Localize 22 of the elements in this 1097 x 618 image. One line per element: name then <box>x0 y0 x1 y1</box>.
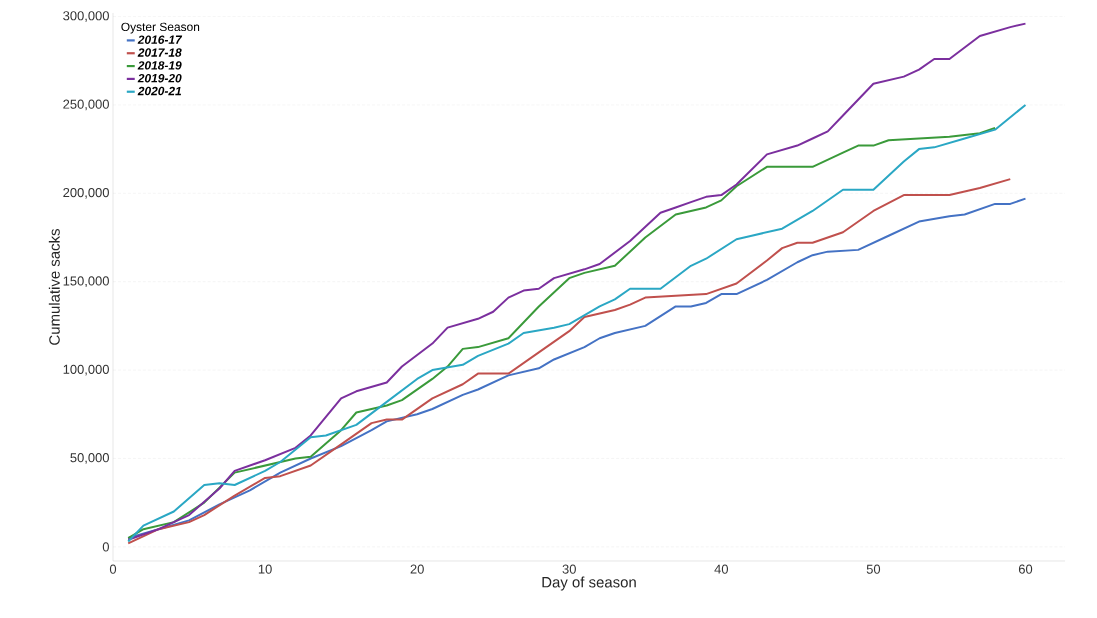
y-tick-label: 100,000 <box>63 364 109 376</box>
legend-label: 2018-19 <box>137 61 182 70</box>
x-tick-label: 20 <box>410 564 424 574</box>
y-tick-label: 200,000 <box>63 187 109 199</box>
legend-title: Oyster Season <box>121 22 200 34</box>
y-tick-label: 300,000 <box>63 11 109 22</box>
legend-label: 2019-20 <box>137 73 182 83</box>
legend-label: 2017-18 <box>137 48 182 57</box>
y-tick-label: 250,000 <box>63 99 109 111</box>
x-tick-label: 30 <box>562 564 576 574</box>
y-tick-label: 50,000 <box>70 453 109 464</box>
legend-label: 2016-17 <box>137 35 183 44</box>
y-tick-label: 150,000 <box>63 276 109 288</box>
x-tick-label: 40 <box>714 564 729 574</box>
x-tick-label: 10 <box>258 564 272 574</box>
x-tick-label: 60 <box>1018 564 1033 574</box>
legend-label: 2020-21 <box>137 86 182 96</box>
y-tick-label: 0 <box>102 542 109 552</box>
y-axis-title: Cumulative sacks <box>48 229 60 345</box>
x-axis-title: Day of season <box>542 576 636 591</box>
x-tick-label: 0 <box>109 564 117 574</box>
x-tick-label: 50 <box>866 564 881 574</box>
